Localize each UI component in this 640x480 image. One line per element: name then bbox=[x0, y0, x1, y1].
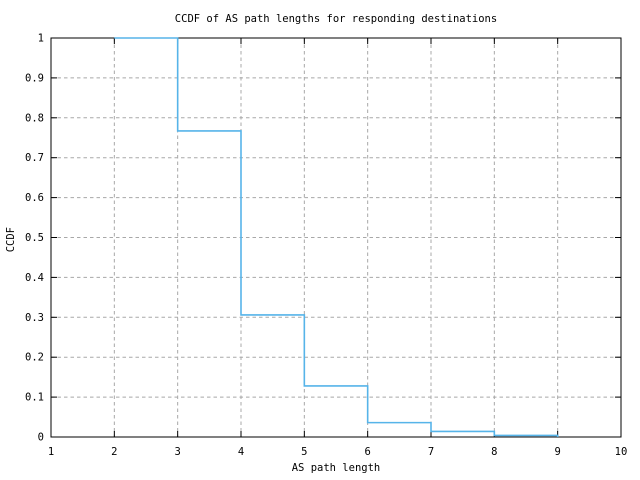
x-tick-label: 2 bbox=[111, 446, 117, 458]
y-tick-label: 0.6 bbox=[25, 192, 44, 204]
x-tick-label: 9 bbox=[555, 446, 561, 458]
y-tick-label: 0.4 bbox=[25, 272, 44, 284]
y-tick-label: 0.5 bbox=[25, 232, 44, 244]
y-tick-label: 0.9 bbox=[25, 72, 44, 84]
ccdf-step-curve bbox=[114, 37, 559, 437]
y-tick-label: 0.7 bbox=[25, 152, 44, 164]
x-tick-label: 6 bbox=[365, 446, 371, 458]
x-tick-label: 3 bbox=[175, 446, 181, 458]
x-axis-label: AS path length bbox=[291, 462, 381, 474]
x-tick-label: 1 bbox=[48, 446, 54, 458]
x-tick-label: 7 bbox=[428, 446, 434, 458]
y-tick-label: 0.8 bbox=[25, 112, 44, 124]
y-tick-label: 0.3 bbox=[25, 312, 44, 324]
x-tick-label: 5 bbox=[301, 446, 307, 458]
y-tick-label: 0.2 bbox=[25, 352, 44, 364]
y-tick-label: 0.1 bbox=[25, 392, 44, 404]
x-tick-label: 8 bbox=[491, 446, 497, 458]
x-tick-label: 10 bbox=[615, 446, 628, 458]
y-tick-label: 1 bbox=[38, 33, 44, 45]
y-tick-label: 0 bbox=[38, 432, 44, 444]
chart-title: CCDF of AS path lengths for responding d… bbox=[174, 13, 498, 25]
x-tick-label: 4 bbox=[238, 446, 244, 458]
